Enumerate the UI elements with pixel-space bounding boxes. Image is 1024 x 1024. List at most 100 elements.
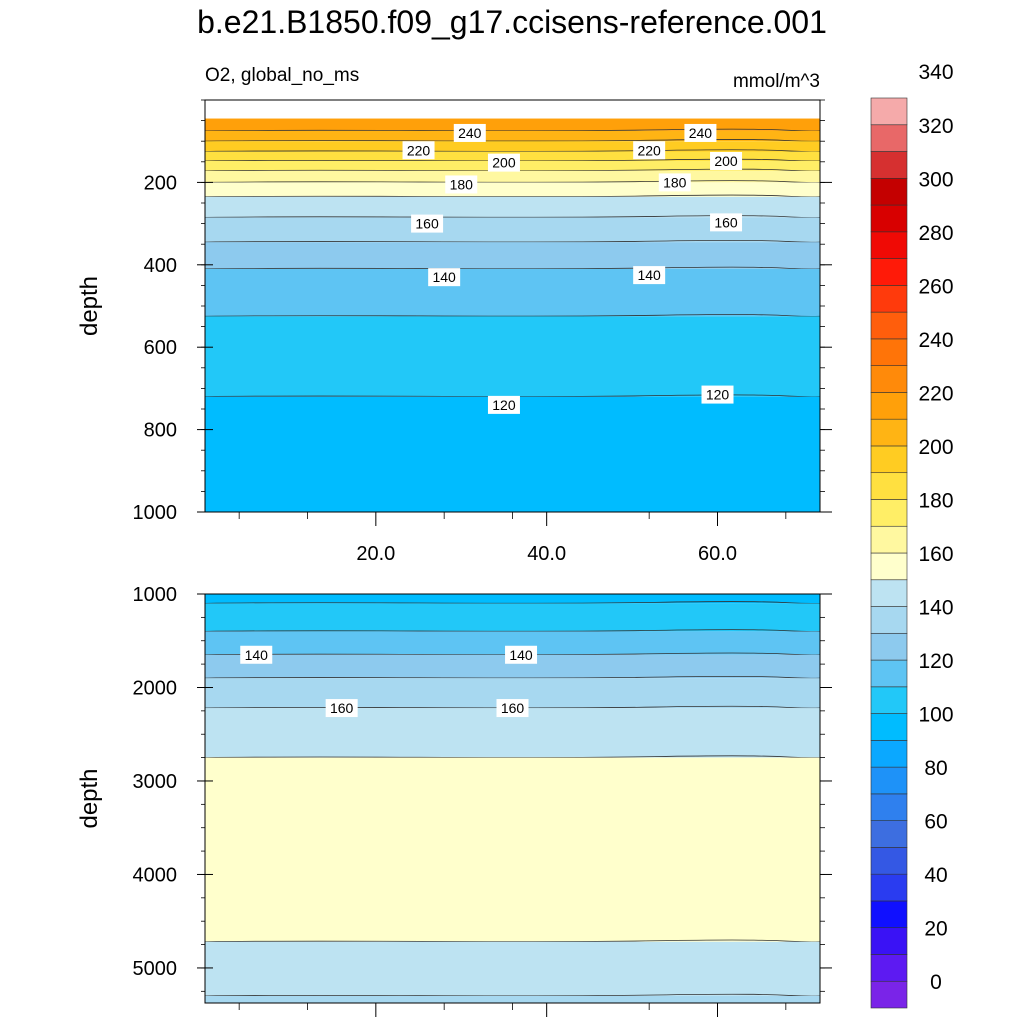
contour-band	[205, 196, 820, 218]
x-tick-label: 60.0	[698, 543, 737, 565]
contour-band	[205, 268, 820, 317]
colorbar-label: 200	[918, 436, 953, 459]
contour-label: 140	[432, 269, 456, 285]
contour-label-box	[487, 395, 520, 414]
colorbar-swatch	[870, 686, 908, 714]
contour-label-box	[411, 214, 444, 233]
contour-label: 120	[492, 397, 516, 413]
colorbar-swatch	[870, 151, 908, 179]
contour-band	[205, 242, 820, 269]
contour-band	[205, 603, 820, 632]
contour-label: 140	[245, 647, 269, 663]
colorbar-label: 160	[918, 543, 953, 566]
contour-band	[205, 130, 820, 142]
contour-label: 160	[415, 216, 439, 232]
contour-line	[204, 149, 821, 153]
contour-label: 200	[714, 153, 738, 169]
contour-line	[204, 629, 821, 632]
contour-label: 180	[450, 176, 474, 192]
contour-label-box	[325, 699, 358, 718]
colorbar-swatch	[870, 579, 908, 607]
y-tick-label: 600	[144, 337, 177, 359]
colorbar: 3403203002802602402202001801601401201008…	[870, 61, 954, 1009]
chart-title: b.e21.B1850.f09_g17.ccisens-reference.00…	[197, 4, 827, 40]
contour-line	[204, 128, 821, 132]
contour-line	[204, 266, 821, 270]
contour-band	[205, 182, 820, 197]
colorbar-swatch	[870, 980, 908, 1009]
colorbar-swatch	[870, 445, 908, 474]
colorbar-label: 40	[924, 864, 947, 887]
contour-label: 240	[689, 125, 713, 141]
contour-label-box	[710, 213, 743, 232]
contour-label: 220	[637, 142, 661, 158]
colorbar-swatch	[870, 793, 908, 821]
colorbar-label: 240	[918, 329, 953, 352]
colorbar-label: 0	[930, 971, 942, 994]
contour-label-box	[633, 141, 666, 160]
colorbar-swatch	[870, 954, 908, 982]
colorbar-label: 320	[918, 115, 953, 138]
colorbar-swatch	[870, 124, 908, 152]
contour-label-box	[505, 645, 538, 664]
colorbar-swatch	[870, 311, 908, 340]
contour-label-box	[633, 266, 666, 285]
colorbar-swatch	[870, 847, 908, 875]
contour-line	[204, 139, 821, 142]
contour-band	[205, 396, 820, 512]
panel-lower: 140 140 160 160 1000 2000 3000 4000 5000 depth	[76, 584, 832, 1017]
x-tick-label: 40.0	[527, 543, 566, 565]
colorbar-label: 140	[918, 597, 953, 620]
colorbar-label: 260	[918, 275, 953, 298]
contour-line	[204, 158, 821, 162]
contour-label: 240	[458, 125, 482, 141]
colorbar-swatch	[870, 204, 908, 233]
contour-line	[204, 215, 821, 218]
colorbar-swatch	[870, 231, 908, 259]
y-tick-label: 800	[144, 420, 177, 442]
contour-label-box	[701, 385, 734, 404]
colorbar-label: 340	[918, 61, 953, 84]
contour-band	[205, 995, 820, 1003]
colorbar-swatch	[870, 873, 908, 902]
contour-label: 160	[501, 700, 525, 716]
contour-band	[205, 170, 820, 183]
contour-label-box	[658, 173, 691, 192]
contour-band	[205, 594, 820, 604]
contour-band	[205, 316, 820, 397]
colorbar-swatch	[870, 499, 908, 527]
colorbar-swatch	[870, 606, 908, 634]
contour-label-box	[428, 268, 461, 287]
y-tick-label: 2000	[133, 677, 178, 699]
colorbar-label: 180	[918, 489, 953, 512]
contour-line	[204, 168, 821, 172]
contour-line	[204, 939, 821, 943]
contour-label-box	[402, 141, 435, 160]
contour-label: 140	[637, 267, 661, 283]
contour-line	[204, 314, 821, 317]
x-tick-label: 20.0	[356, 543, 395, 565]
colorbar-swatch	[870, 927, 908, 955]
contour-band	[205, 654, 820, 679]
units-label: mmol/m^3	[733, 71, 820, 92]
colorbar-swatch	[870, 472, 908, 500]
y-tick-label: 200	[144, 172, 177, 194]
contour-band	[205, 141, 820, 152]
panels: 240 240 220 220 200 200 180 180 160 160 140 140 120 1…	[76, 99, 832, 1017]
colorbar-swatch	[870, 740, 908, 768]
colorbar-swatch	[870, 365, 908, 393]
contour-line	[204, 755, 821, 759]
colorbar-swatch	[870, 900, 908, 929]
contour-line	[204, 239, 821, 243]
colorbar-label: 100	[918, 704, 953, 727]
colorbar-swatch	[870, 632, 908, 661]
contour-label-box	[453, 123, 486, 142]
colorbar-label: 280	[918, 222, 953, 245]
contour-line	[204, 394, 821, 398]
contour-label-box	[710, 151, 743, 170]
contour-label-box	[445, 175, 478, 194]
colorbar-swatch	[870, 766, 908, 795]
y-tick-label: 400	[144, 255, 177, 277]
colorbar-label: 20	[924, 918, 947, 941]
